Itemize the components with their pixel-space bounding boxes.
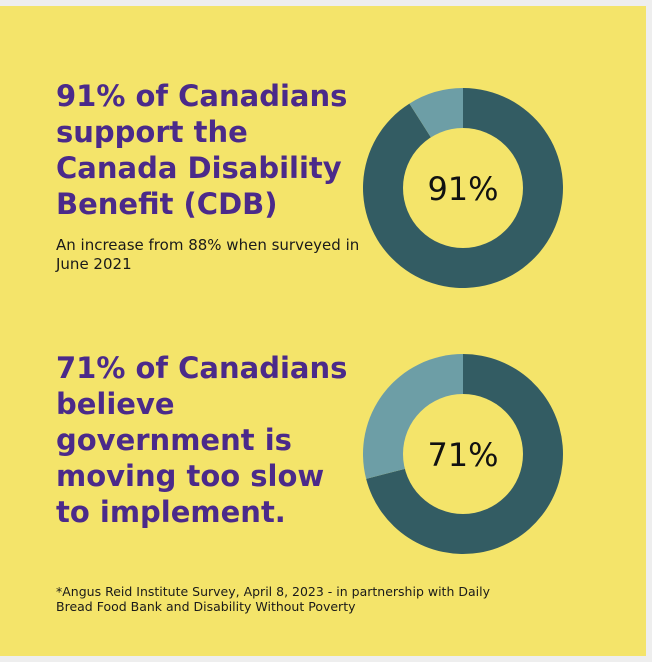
center-value-label: 71% — [427, 436, 498, 474]
donut-hole — [403, 394, 523, 514]
donut-chart-support: 91% — [363, 88, 563, 288]
headline-support: 91% of Canadians support the Canada Disa… — [56, 79, 348, 221]
source-footnote: *Angus Reid Institute Survey, April 8, 2… — [56, 584, 490, 614]
subtext-increase: An increase from 88% when surveyed in Ju… — [56, 236, 360, 273]
headline-too-slow: 71% of Canadians believe government is m… — [56, 351, 348, 529]
donut-chart-too-slow: 71% — [363, 354, 563, 554]
center-value-label: 91% — [427, 170, 498, 208]
infographic-panel: 91% of Canadians support the Canada Disa… — [0, 6, 646, 656]
donut-hole — [403, 128, 523, 248]
